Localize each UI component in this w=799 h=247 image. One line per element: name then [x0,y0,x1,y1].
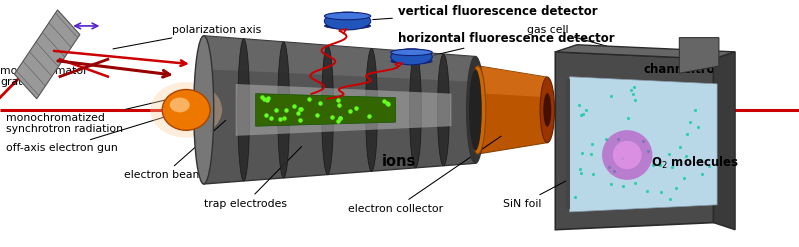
Polygon shape [256,94,396,126]
Text: trap electrodes: trap electrodes [204,146,302,209]
Text: O$_2$ molecules: O$_2$ molecules [651,155,739,171]
Ellipse shape [238,39,249,181]
Ellipse shape [391,49,432,56]
Text: gas cell: gas cell [527,25,615,49]
Ellipse shape [366,49,378,171]
Ellipse shape [321,45,334,175]
Text: channeltron: channeltron [643,57,723,76]
Ellipse shape [410,52,422,168]
Polygon shape [714,52,735,230]
Polygon shape [478,66,547,97]
Ellipse shape [162,90,210,130]
Ellipse shape [324,23,371,29]
Polygon shape [679,38,719,73]
Text: off-axis electron gun: off-axis electron gun [6,111,185,153]
Polygon shape [204,36,475,184]
Ellipse shape [467,57,484,163]
Ellipse shape [391,59,432,64]
Ellipse shape [150,82,222,138]
Ellipse shape [438,54,450,166]
Text: SiN foil: SiN foil [503,179,569,209]
Ellipse shape [193,36,214,184]
Polygon shape [555,45,735,59]
Polygon shape [204,36,475,82]
Text: electron collector: electron collector [348,136,501,214]
Ellipse shape [613,141,642,169]
Text: monochromator
grating: monochromator grating [0,57,88,87]
Text: polarization axis: polarization axis [113,25,261,49]
Ellipse shape [602,130,652,180]
Polygon shape [555,52,714,230]
Text: monochromatized
synchrotron radiation: monochromatized synchrotron radiation [6,95,189,134]
Text: horizontal fluorescence detector: horizontal fluorescence detector [398,32,614,55]
Polygon shape [236,84,451,136]
Text: electron beam: electron beam [124,120,225,180]
Polygon shape [14,10,80,99]
Ellipse shape [540,77,555,143]
Ellipse shape [324,12,371,20]
Ellipse shape [470,66,486,154]
Polygon shape [478,66,547,154]
Ellipse shape [391,49,432,65]
Ellipse shape [324,12,371,30]
Ellipse shape [169,98,190,112]
Text: ions: ions [382,154,416,169]
Polygon shape [570,77,718,212]
Ellipse shape [278,42,289,178]
Ellipse shape [543,93,551,127]
Text: vertical fluorescence detector: vertical fluorescence detector [372,5,598,20]
Ellipse shape [469,69,482,151]
